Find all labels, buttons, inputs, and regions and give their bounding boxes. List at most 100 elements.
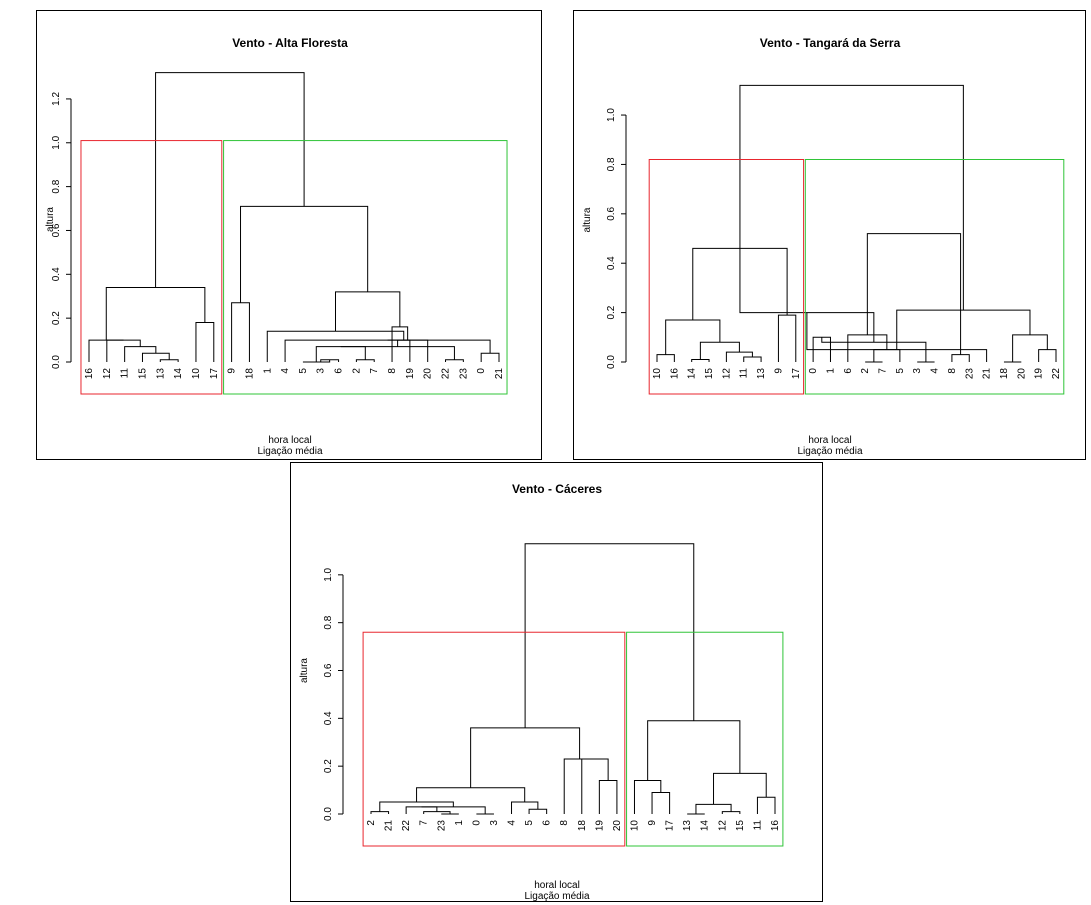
leaf-label: 8 [947,368,958,374]
dendrogram-link [1012,334,1048,362]
leaf-label: 8 [559,820,570,826]
dendrogram-link [141,352,170,362]
dendrogram-link [470,727,581,788]
cluster-box [648,158,805,395]
dendrogram-link [387,339,429,362]
dendrogram-link [866,233,962,355]
dendrogram-link [725,351,753,362]
dendrogram-link [598,780,618,814]
y-tick-label: 0.8 [51,179,62,193]
leaf-label: 12 [717,820,728,832]
chart-panel-tangara-da-serra: Vento - Tangará da Serra 0.0 0.2 0.4 0.6 0.8 1… [573,10,1086,460]
dendrogram-link [691,359,710,362]
dendrogram-link [873,349,901,362]
leaf-label: 11 [120,368,131,379]
y-axis-label: altura [582,207,593,232]
dendrogram-link [651,791,671,814]
leaf-label: 9 [647,820,658,826]
leaf-label: 5 [524,820,535,826]
leaf-label: 11 [752,820,763,831]
leaf-label: 17 [791,368,802,380]
leaf-label: 13 [155,368,166,380]
dendrogram-link [340,346,455,360]
dendrogram-link [391,326,409,362]
cluster-box [362,631,626,847]
dendrogram-link [699,341,740,360]
leaf-label: 3 [912,368,923,374]
leaf-label: 3 [489,820,500,826]
x-axis-sublabel: Ligação média [524,891,589,902]
cluster-box [626,631,784,847]
dendrogram-link [713,772,767,805]
y-tick-label: 1.2 [51,92,62,106]
leaf-label: 7 [419,820,430,826]
leaf-label: 5 [298,368,309,374]
dendrogram-caceres: Vento - Cáceres 0.0 0.2 0.4 0.6 0.8 1.0 altura h… [299,482,784,902]
x-axis-sublabel: Ligação média [257,446,322,457]
chart-panel-caceres: Vento - Cáceres 0.0 0.2 0.4 0.6 0.8 1.0 altura h… [290,462,823,902]
dendrogram-link [896,309,1031,350]
dendrogram-link [647,720,741,781]
y-tick-label: 0.4 [606,256,617,270]
dendrogram-link [155,72,305,288]
leaf-label: 4 [507,820,518,826]
x-axis-label: horal local [534,880,580,891]
leaf-label: 8 [387,368,398,374]
dendrogram-link [847,334,888,362]
leaf-label: 12 [721,368,732,380]
x-axis-label: hora local [268,435,311,446]
leaf-label: 21 [494,368,505,380]
leaf-label: 9 [227,368,238,374]
dendrogram-link [379,801,454,812]
y-tick-label: 0.0 [51,355,62,369]
leaf-label: 16 [770,820,781,832]
dendrogram-link [370,811,390,814]
leaf-label: 17 [665,820,676,832]
leaf-label: 6 [843,368,854,374]
leaf-label: 22 [1051,368,1062,380]
leaf-label: 19 [1034,368,1045,380]
dendrogram-link [240,205,369,303]
y-tick-label: 0.0 [323,807,334,821]
chart-title: Vento - Alta Floresta [232,36,348,50]
x-axis-sublabel: Ligação média [797,446,862,457]
leaf-label: 14 [700,820,711,832]
leaf-label: 1 [262,368,273,374]
leaf-label: 15 [704,368,715,380]
dendrogram-link [528,808,548,814]
leaf-label: 22 [441,368,452,380]
dendrogram-link [756,796,776,814]
dendrogram-link [1038,349,1057,362]
leaf-label: 4 [930,368,941,374]
y-tick-label: 0.4 [51,267,62,281]
leaf-label: 12 [102,368,113,380]
dendrogram-link [106,339,141,362]
dendrogram-link [777,314,797,362]
dendrogram-link [302,359,331,363]
leaf-label: 1 [825,368,836,374]
leaf-label: 7 [878,368,889,374]
leaf-label: 10 [652,368,663,380]
leaf-label: 3 [316,368,327,374]
y-tick-label: 0.8 [323,615,334,629]
y-tick-label: 0.6 [606,206,617,220]
leaf-label: 7 [369,368,380,374]
chart-panel-alta-floresta: Vento - Alta Floresta 0.0 0.2 0.4 0.6 0.8 1.0 1… [36,10,542,460]
dendrogram-link [951,354,970,362]
leaf-label: 21 [384,820,395,832]
dendrogram-link [231,302,250,362]
leaf-label: 21 [982,368,993,380]
leaf-label: 18 [577,820,588,832]
dendrogram-link [633,780,662,814]
dendrogram-link [743,356,762,362]
dendrogram-link [421,806,486,814]
dendrogram-link [511,801,539,814]
dendrogram-link [665,319,721,355]
dendrogram-link [445,359,464,362]
leaf-label: 15 [137,368,148,380]
dendrogram-link [721,811,741,814]
dendrogram-link [581,758,609,814]
dendrogram-link [88,339,124,362]
y-axis-label: altura [299,658,310,683]
leaf-label: 9 [773,368,784,374]
